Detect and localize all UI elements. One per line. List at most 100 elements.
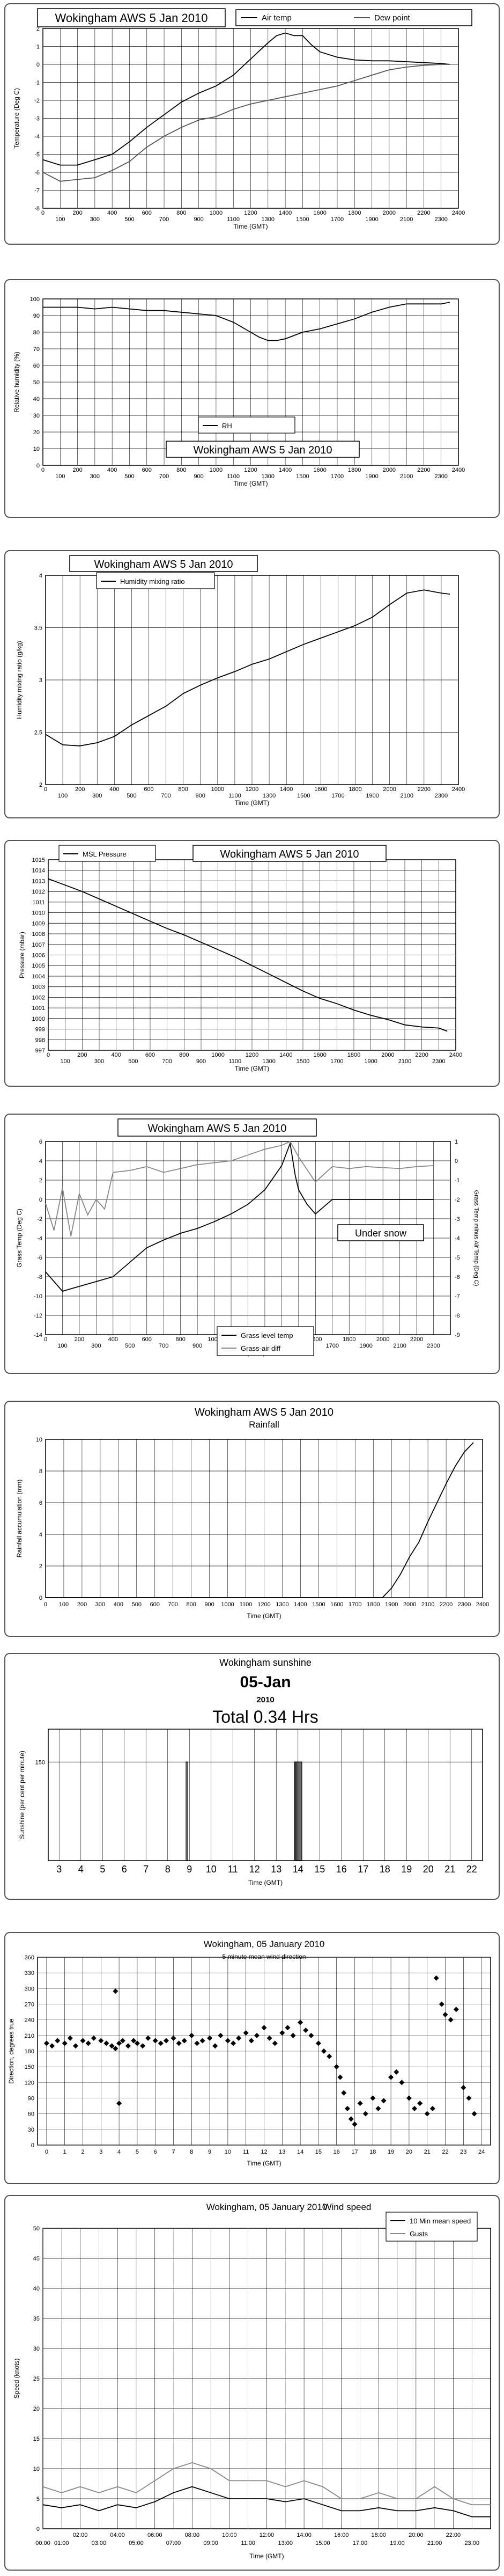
x-tick-label: 2400: [452, 786, 465, 793]
x-tick-label: 19:00: [390, 2540, 405, 2546]
y-tick-label: 60: [33, 363, 40, 369]
x-tick-label: 100: [59, 1601, 69, 1608]
y2-axis-label: Grass Temp minus Air Temp (Deg C): [473, 1190, 479, 1286]
chart-year: 2010: [256, 1695, 274, 1704]
x-tick-label: 0: [41, 210, 45, 216]
data-point: [145, 2035, 151, 2041]
x-tick-label: 200: [77, 1601, 87, 1608]
x-tick-label: 1600: [313, 1052, 326, 1058]
x-tick-label: 08:00: [185, 2532, 200, 2538]
data-point: [375, 2105, 381, 2111]
chart-title: Wokingham AWS 5 Jan 2010: [94, 559, 233, 570]
y-tick-label: 3.5: [34, 625, 42, 632]
x-tick-label: 200: [77, 1052, 87, 1058]
data-point: [433, 1975, 439, 1981]
x-axis-label: Time (GMT): [249, 2552, 284, 2560]
x-tick-label: 700: [159, 1343, 168, 1349]
data-point: [80, 2038, 86, 2044]
x-tick-label: 1300: [276, 1601, 288, 1608]
x-tick-label: 1400: [279, 467, 292, 473]
x-tick-label: 2300: [458, 1601, 471, 1608]
y-tick-label: 40: [33, 2286, 40, 2292]
y2-tick-label: -6: [455, 1274, 460, 1280]
x-tick-label: 07:00: [166, 2540, 181, 2546]
x-tick-label: 300: [91, 1343, 101, 1349]
data-point: [290, 2032, 296, 2038]
data-point: [303, 2028, 309, 2033]
x-tick-label: 6: [122, 1864, 127, 1875]
x-tick-label: 1800: [348, 210, 361, 216]
data-point: [333, 2064, 339, 2070]
y2-tick-label: -4: [455, 1235, 460, 1242]
x-tick-label: 1200: [246, 786, 258, 793]
y-tick-label: 5: [36, 2496, 40, 2502]
x-tick-label: 900: [194, 473, 203, 480]
x-tick-label: 2400: [452, 467, 465, 473]
data-point: [394, 2069, 399, 2075]
y-tick-label: 30: [33, 2346, 40, 2352]
y-tick-label: 90: [33, 313, 40, 319]
x-tick-label: 600: [145, 1052, 155, 1058]
x-tick-label: 10: [225, 2149, 231, 2155]
y-axis-label: Relative humidity (%): [13, 352, 20, 412]
x-tick-label: 1400: [279, 1052, 292, 1058]
x-tick-label: 100: [55, 473, 65, 480]
legend-box: [96, 572, 215, 589]
x-tick-label: 1100: [227, 216, 240, 223]
x-tick-label: 1700: [349, 1601, 361, 1608]
chart-panel-humidity: 0 10 20 30 40 50 60 70 80 90 100 0 100 200 300 400 500 60…: [4, 279, 500, 518]
x-tick-label: 900: [204, 1601, 214, 1608]
x-tick-label: 13: [271, 1864, 281, 1875]
x-tick-label: 3: [99, 2149, 102, 2155]
y-tick-label: 2: [39, 1177, 42, 1184]
x-tick-label: 2100: [421, 1601, 434, 1608]
x-tick-label: 600: [142, 210, 152, 216]
x-tick-label: 700: [162, 1058, 172, 1065]
x-tick-label: 900: [196, 793, 205, 799]
x-tick-label: 18:00: [371, 2532, 386, 2538]
chart-panel-wind-direction: 0 30 60 90 120 150 180 210 240 270 300 330 360 0 1 2 3 4 5…: [4, 1932, 500, 2184]
x-tick-label: 1800: [367, 1601, 380, 1608]
y-tick-label: 8: [39, 1468, 42, 1475]
data-point: [362, 2111, 368, 2117]
data-point: [399, 2080, 405, 2085]
y-tick-label: 1008: [32, 931, 45, 938]
x-tick-label: 06:00: [147, 2532, 162, 2538]
x-axis-label: Time (GMT): [247, 2160, 281, 2167]
x-tick-label: 2000: [381, 1052, 394, 1058]
y-tick-label: 150: [25, 2064, 34, 2070]
x-tick-label: 5: [136, 2149, 139, 2155]
data-point: [248, 2038, 254, 2044]
data-point: [125, 2043, 131, 2049]
x-tick-label: 03:00: [92, 2540, 107, 2546]
y-tick-label: -12: [34, 1313, 42, 1319]
y-tick-label: -3: [34, 116, 40, 122]
sunshine-bar: [300, 1761, 302, 1861]
chart-title: Wokingham AWS 5 Jan 2010: [193, 444, 332, 456]
x-tick-label: 2200: [440, 1601, 453, 1608]
x-tick-label: 1100: [240, 1601, 253, 1608]
x-tick-label: 1500: [296, 473, 309, 480]
chart-title: Wokingham AWS 5 Jan 2010: [220, 848, 359, 860]
y-tick-label: 90: [28, 2096, 34, 2102]
data-point: [43, 2040, 49, 2046]
y-tick-label: 10: [33, 2466, 40, 2472]
y-tick-label: 10: [36, 1437, 42, 1443]
x-tick-label: 6: [154, 2149, 157, 2155]
data-point: [448, 2017, 454, 2023]
x-tick-label: 2000: [403, 1601, 416, 1608]
x-tick-label: 16: [333, 2149, 340, 2155]
x-tick-label: 1200: [246, 1052, 258, 1058]
x-tick-label: 100: [60, 1058, 70, 1065]
x-tick-label: 0: [44, 786, 47, 793]
x-tick-label: 16:00: [334, 2532, 349, 2538]
y-tick-label: -6: [34, 170, 40, 176]
x-tick-label: 12:00: [260, 2532, 275, 2538]
x-tick-label: 1600: [330, 1601, 343, 1608]
chart-subtitle: 05-Jan: [240, 1673, 291, 1691]
data-point: [429, 2105, 435, 2111]
x-tick-label: 900: [192, 1343, 202, 1349]
x-tick-label: 1500: [297, 1058, 309, 1065]
x-tick-label: 0: [47, 1052, 50, 1058]
